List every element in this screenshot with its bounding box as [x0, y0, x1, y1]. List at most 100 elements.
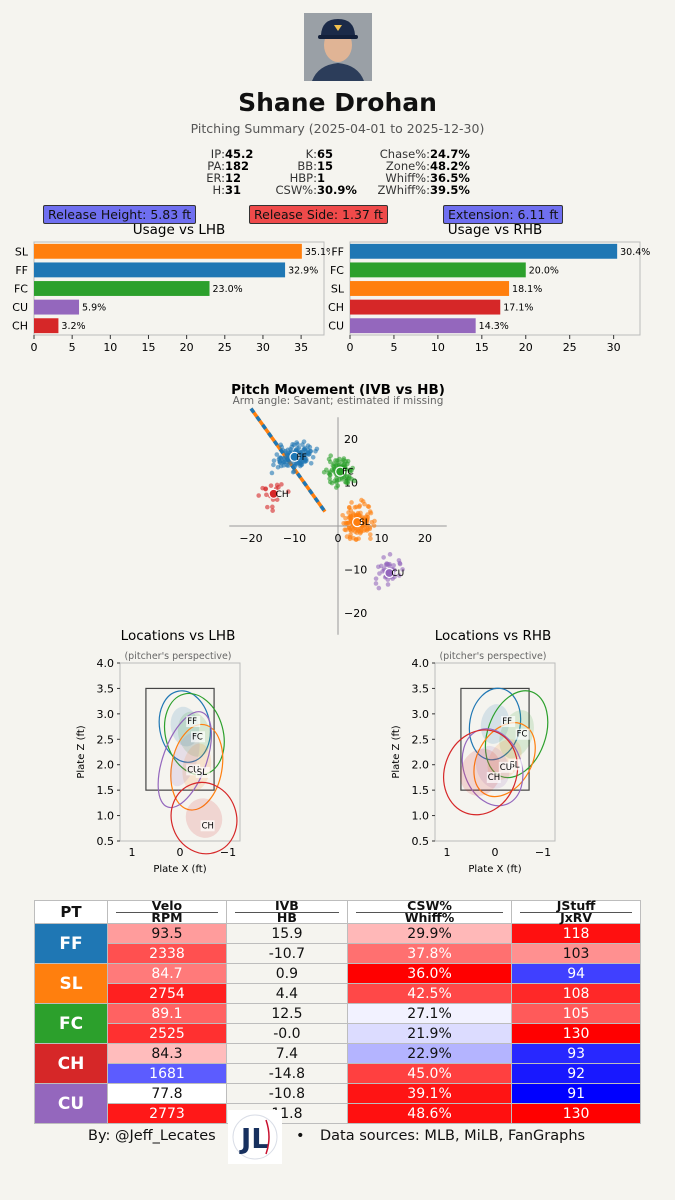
release-height-badge: Release Height: 5.83 ft: [43, 205, 197, 224]
table-cell: 2338: [107, 943, 227, 964]
x-tick-label: 5: [390, 341, 397, 354]
x-tick-label: 5: [69, 341, 76, 354]
table-row: 1681 -14.8 45.0% 92: [35, 1063, 641, 1084]
centroid-label: FF: [187, 717, 197, 727]
stat-label: Zone%:: [385, 159, 430, 173]
movement-point: [294, 440, 299, 445]
movement-point: [265, 504, 270, 510]
chart-title: Usage vs RHB: [448, 222, 542, 238]
header-jstuff: JStuff: [556, 898, 596, 913]
header-ivb: IVB: [274, 898, 299, 913]
movement-point: [376, 585, 382, 591]
y-tick-label: 1.5: [97, 784, 115, 797]
stat-item: HBP:1: [262, 171, 325, 185]
movement-point: [276, 484, 281, 490]
stat-label: IP:: [210, 147, 225, 161]
plot-frame: [434, 662, 556, 842]
bar-label: 20.0%: [529, 265, 559, 276]
y-tick-label: 0.5: [97, 835, 115, 848]
table-cell: 27.1%: [346, 1003, 513, 1024]
centroid-label: CU: [500, 763, 512, 773]
centroid-label: CH: [202, 821, 214, 831]
movement-point: [383, 562, 389, 568]
table-cell: 84.7: [107, 963, 227, 984]
contour-FC: [484, 690, 549, 779]
table-row: 2754 4.4 42.5% 108: [35, 983, 641, 1004]
movement-point: [271, 462, 276, 468]
bar-label: 23.0%: [213, 284, 243, 295]
stat-label: Chase%:: [379, 147, 430, 161]
bar-FF: [34, 262, 286, 278]
x-tick-label: 0: [492, 846, 499, 859]
movement-point: [385, 577, 391, 582]
stat-item: ER:12: [165, 171, 241, 185]
x-axis-label: Plate X (ft): [468, 864, 521, 875]
y-tick-label: 3.0: [97, 708, 115, 721]
table-cell: 84.3: [107, 1043, 227, 1064]
table-row: CH 84.3 7.4 22.9% 93: [34, 1043, 641, 1084]
movement-point: [372, 518, 377, 524]
centroid-bg: [501, 716, 516, 728]
stat-value: 1: [317, 171, 326, 185]
chart-subtitle: (pitcher's perspective): [439, 651, 546, 662]
movement-point: [343, 516, 348, 521]
contour-CH: [170, 781, 238, 855]
movement-point: [284, 462, 290, 468]
jl-logo: JL: [228, 1110, 282, 1164]
table-cell: 91: [511, 1083, 641, 1104]
bar-label: 35.1%: [305, 247, 330, 258]
player-name: Shane Drohan: [238, 88, 437, 117]
movement-point: [264, 492, 269, 498]
movement-point: [367, 532, 373, 537]
movement-point: [345, 461, 350, 467]
bar-CH: [350, 299, 501, 315]
centroid-label: CH: [488, 773, 500, 783]
pitch-type-cell: FC: [34, 1003, 108, 1044]
table-cell: 2754: [107, 983, 227, 1004]
movement-point: [327, 459, 333, 465]
movement-point: [300, 442, 305, 447]
bar-label: 32.9%: [288, 265, 318, 276]
table-cell: 118: [511, 923, 641, 944]
table-cell: 36.0%: [346, 963, 513, 984]
stat-label: HBP:: [289, 171, 317, 185]
movement-point: [271, 458, 277, 463]
movement-point: [328, 453, 334, 458]
summary-subtitle: Pitching Summary (2025-04-01 to 2025-12-…: [190, 121, 485, 136]
movement-point: [364, 528, 370, 533]
movement-point: [290, 469, 296, 475]
table-cell: 12.5: [225, 1003, 348, 1024]
movement-point: [332, 478, 338, 484]
stat-label: ER:: [206, 171, 225, 185]
y-tick-label: 20: [344, 433, 358, 446]
movement-point: [333, 462, 339, 468]
stat-value: 45.2: [225, 147, 254, 161]
movement-point: [290, 442, 295, 447]
movement-point: [391, 563, 396, 568]
header-whiff: Whiff%: [404, 910, 455, 925]
stat-item: Chase%:24.7%: [370, 147, 470, 161]
header-velo: Velo: [151, 898, 183, 913]
centroid-bg: [191, 731, 205, 743]
y-tick-label: 2.5: [97, 733, 115, 746]
category-label: CU: [328, 320, 344, 333]
movement-point: [327, 479, 333, 485]
stat-value: 182: [225, 159, 250, 173]
movement-point: [385, 582, 391, 587]
x-tick-label: 30: [607, 341, 621, 354]
movement-point: [344, 480, 349, 485]
header-pt: PT: [34, 900, 108, 924]
centroid-bg: [186, 716, 201, 728]
centroid-bg: [498, 761, 513, 773]
x-tick-label: 25: [218, 341, 232, 354]
table-cell: 94: [511, 963, 641, 984]
stat-label: K:: [305, 147, 317, 161]
movement-point: [314, 446, 320, 452]
movement-point: [277, 458, 283, 464]
bar-CU: [350, 318, 476, 334]
footer: By: @Jeff_Lecates JL • Data sources: MLB…: [0, 1110, 675, 1166]
table-cell: 39.1%: [346, 1083, 513, 1104]
movement-point: [365, 503, 371, 509]
movement-point: [373, 576, 379, 581]
stat-value: 12: [225, 171, 242, 185]
